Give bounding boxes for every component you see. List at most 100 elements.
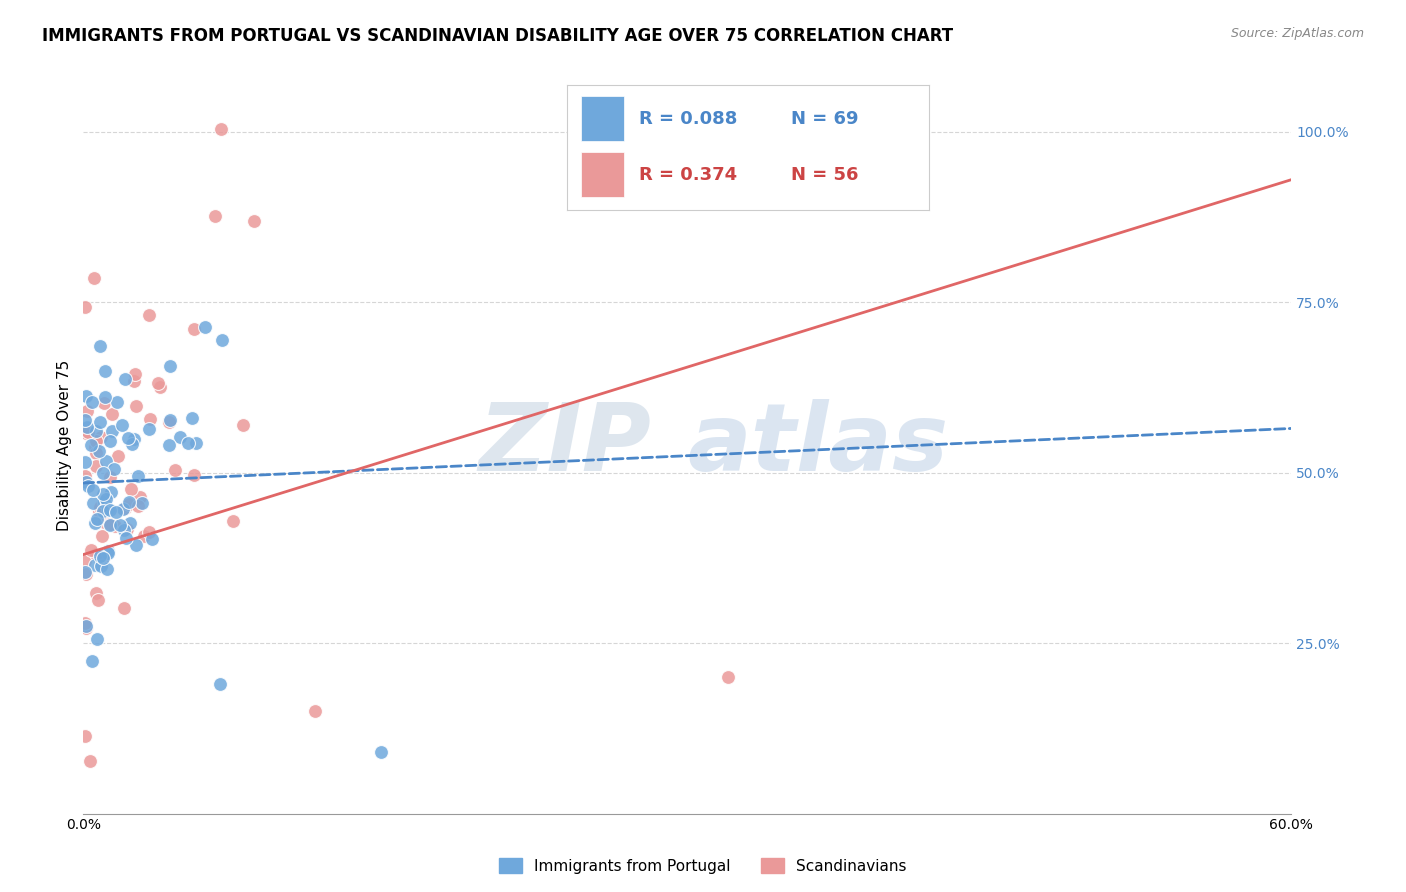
Point: [120, 482, 142, 496]
Point: [125, 538, 148, 552]
Point: [716, 670, 738, 684]
Point: [86, 593, 108, 607]
Point: [87, 504, 110, 518]
Point: [89, 549, 111, 564]
Point: [94, 454, 117, 468]
Point: [89, 415, 111, 429]
Point: [90, 430, 112, 444]
Point: [222, 515, 245, 529]
Point: [209, 121, 232, 136]
Text: ZIP: ZIP: [478, 400, 651, 491]
Point: [93, 504, 115, 518]
Point: [75, 565, 97, 579]
Point: [75, 567, 97, 582]
Point: [96, 562, 118, 576]
Point: [114, 523, 136, 537]
Point: [84, 586, 107, 600]
Point: [80, 395, 103, 409]
Point: [111, 417, 134, 432]
Point: [77, 425, 100, 439]
Point: [75, 619, 97, 633]
Point: [122, 374, 145, 388]
Point: [76, 403, 98, 417]
Text: atlas: atlas: [688, 400, 949, 491]
Point: [184, 436, 207, 450]
Point: [209, 677, 232, 691]
Point: [86, 511, 108, 525]
Point: [370, 745, 392, 759]
Point: [91, 550, 114, 565]
Point: [79, 542, 101, 557]
Point: [75, 615, 97, 630]
Point: [243, 213, 266, 227]
Point: [101, 424, 124, 438]
Point: [91, 529, 114, 543]
Point: [159, 413, 181, 427]
Point: [75, 425, 97, 440]
Point: [75, 300, 97, 314]
Point: [105, 395, 128, 409]
Point: [125, 400, 148, 414]
Point: [91, 551, 114, 566]
Point: [129, 490, 152, 504]
Point: [93, 516, 115, 530]
Point: [84, 440, 107, 454]
Point: [104, 505, 127, 519]
Point: [103, 462, 125, 476]
Point: [183, 468, 205, 483]
Point: [84, 516, 107, 530]
Point: [84, 424, 107, 438]
Point: [127, 468, 149, 483]
Point: [98, 517, 121, 532]
Point: [118, 497, 141, 511]
Point: [90, 558, 112, 573]
Point: [169, 430, 191, 444]
Point: [138, 422, 160, 436]
Legend: Immigrants from Portugal, Scandinavians: Immigrants from Portugal, Scandinavians: [494, 852, 912, 880]
Text: IMMIGRANTS FROM PORTUGAL VS SCANDINAVIAN DISABILITY AGE OVER 75 CORRELATION CHAR: IMMIGRANTS FROM PORTUGAL VS SCANDINAVIAN…: [42, 27, 953, 45]
Text: Source: ZipAtlas.com: Source: ZipAtlas.com: [1230, 27, 1364, 40]
Point: [75, 389, 97, 403]
Point: [183, 322, 205, 336]
Point: [75, 469, 97, 483]
Point: [89, 500, 111, 514]
Y-axis label: Disability Age Over 75: Disability Age Over 75: [58, 359, 72, 531]
Point: [97, 544, 120, 558]
Point: [117, 522, 139, 536]
Point: [112, 600, 135, 615]
Point: [232, 417, 254, 432]
Point: [75, 455, 97, 469]
Point: [79, 754, 101, 768]
Point: [115, 531, 138, 545]
Point: [159, 359, 181, 373]
Point: [727, 118, 749, 132]
Point: [84, 458, 107, 473]
Point: [211, 333, 233, 347]
Point: [97, 502, 120, 516]
Point: [100, 517, 122, 532]
Point: [157, 437, 180, 451]
Point: [93, 395, 115, 409]
Point: [101, 407, 124, 421]
Point: [84, 434, 107, 449]
Point: [146, 376, 169, 391]
Point: [104, 519, 127, 533]
Point: [87, 443, 110, 458]
Point: [304, 704, 326, 718]
Point: [112, 502, 135, 516]
Point: [138, 525, 160, 540]
Point: [84, 547, 107, 561]
Point: [98, 470, 121, 484]
Point: [79, 438, 101, 452]
Point: [86, 446, 108, 460]
Point: [94, 390, 117, 404]
Point: [118, 516, 141, 530]
Point: [163, 463, 186, 477]
Point: [752, 118, 775, 132]
Point: [131, 496, 153, 510]
Point: [141, 532, 163, 546]
Point: [114, 372, 136, 386]
Point: [86, 632, 108, 647]
Point: [75, 475, 97, 489]
Point: [121, 437, 143, 451]
